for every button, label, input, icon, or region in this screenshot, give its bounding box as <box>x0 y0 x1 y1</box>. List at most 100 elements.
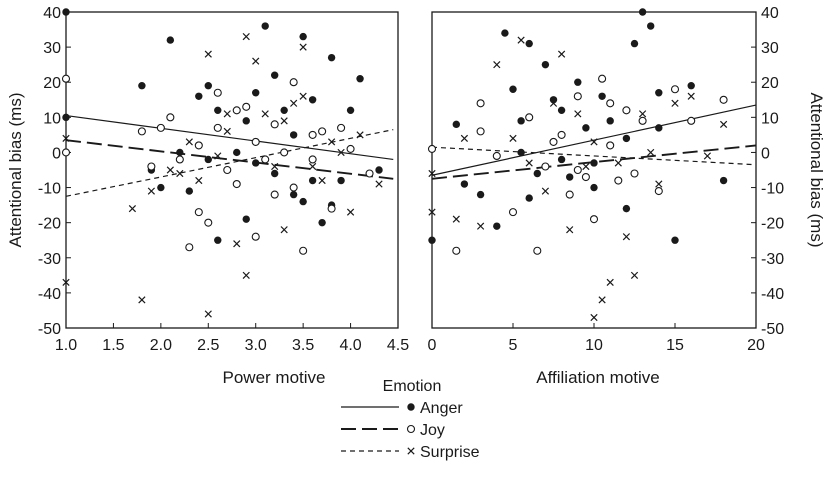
joy-point <box>242 102 251 111</box>
legend-title: Emotion <box>383 378 442 395</box>
surprise-point <box>582 162 590 171</box>
anger-point <box>270 71 279 79</box>
affiliation-fit-lines <box>431 104 757 180</box>
joy-point <box>525 113 534 122</box>
power-data-points <box>61 8 383 318</box>
surprise-point <box>719 120 728 128</box>
joy-point <box>508 208 518 217</box>
anger-point <box>598 92 606 100</box>
anger-point <box>62 113 70 122</box>
joy-point <box>565 190 574 199</box>
legend-item-joy: Joy <box>341 422 445 439</box>
anger-point <box>176 148 184 157</box>
surprise-point <box>233 240 241 248</box>
anger-fit-line <box>65 114 394 161</box>
surprise-point <box>356 131 364 139</box>
joy-point <box>476 127 485 136</box>
anger-point <box>509 85 517 93</box>
joy-point <box>270 120 279 129</box>
surprise-point <box>327 138 336 146</box>
joy-fit-line <box>431 144 757 180</box>
joy-point <box>589 215 599 224</box>
anger-point <box>252 159 260 167</box>
anger-point <box>375 166 383 174</box>
surprise-point <box>299 92 307 100</box>
joy-point <box>289 78 298 87</box>
surprise-point <box>147 187 155 195</box>
joy-point <box>346 144 355 153</box>
anger-point <box>289 131 298 139</box>
joy-point <box>137 127 146 136</box>
anger-point <box>280 106 288 115</box>
surprise-fit-line <box>65 129 394 197</box>
x-tick-label: 2.5 <box>197 337 219 354</box>
anger-point <box>252 89 260 97</box>
joy-point <box>606 141 615 150</box>
anger-point <box>195 92 203 100</box>
joy-point <box>213 88 222 97</box>
anger-point <box>517 117 525 125</box>
y-tick-label: 10 <box>761 110 779 127</box>
y-tick-label: -10 <box>38 181 61 198</box>
anger-point <box>687 82 695 90</box>
joy-point <box>533 246 542 255</box>
joy-point <box>687 116 696 125</box>
surprise-point <box>138 296 146 304</box>
surprise-point <box>185 138 193 146</box>
surprise-fit-line <box>431 146 757 166</box>
joy-point <box>541 162 550 171</box>
anger-point <box>525 39 533 48</box>
anger-point <box>493 222 501 230</box>
surprise-point <box>223 127 231 136</box>
anger-point <box>452 120 460 129</box>
joy-point <box>213 123 222 132</box>
surprise-point <box>290 99 298 107</box>
joy-point <box>452 246 461 255</box>
legend-marker <box>406 424 416 434</box>
anger-point <box>460 180 469 188</box>
anger-point <box>582 124 590 132</box>
joy-point <box>61 148 71 157</box>
surprise-point <box>62 134 70 143</box>
surprise-point <box>176 169 184 178</box>
surprise-point <box>541 187 550 195</box>
joy-point <box>614 176 623 185</box>
y-tick-label: 0 <box>761 145 770 162</box>
x-tick-label: 5 <box>509 337 518 354</box>
power-panel-frame <box>65 11 399 329</box>
y-tick-label: -50 <box>38 321 61 338</box>
legend: Emotion Anger Joy Surprise <box>341 378 480 461</box>
surprise-point <box>428 169 436 178</box>
y-tick-label: 10 <box>43 110 61 127</box>
x-tick-label: 4.5 <box>387 337 409 354</box>
surprise-point <box>606 278 614 286</box>
surprise-point <box>242 32 250 41</box>
surprise-point <box>493 61 501 69</box>
joy-point <box>327 204 336 213</box>
y-tick-label: 30 <box>761 40 779 57</box>
joy-point <box>549 137 558 146</box>
joy-point <box>156 123 165 132</box>
affiliation-data-points <box>427 8 728 322</box>
joy-point <box>573 165 582 175</box>
surprise-point <box>128 204 137 213</box>
surprise-point <box>647 148 655 157</box>
joy-point <box>638 116 647 125</box>
surprise-point <box>346 208 355 216</box>
anger-point <box>62 8 70 16</box>
affiliation-y-axis-title: Attentional bias (ms) <box>807 93 826 248</box>
x-tick-label: 10 <box>585 337 603 354</box>
surprise-point <box>271 162 279 171</box>
anger-point <box>533 169 541 178</box>
anger-point <box>590 159 598 167</box>
joy-point <box>204 218 213 227</box>
joy-point <box>365 169 374 178</box>
joy-point <box>289 183 298 192</box>
legend-items: Anger Joy Surprise <box>341 400 480 461</box>
y-tick-label: 20 <box>43 75 61 92</box>
legend-label: Joy <box>420 422 445 439</box>
anger-point <box>242 117 250 125</box>
anger-point <box>270 169 279 178</box>
power-y-axis: 40 30 20 10 0 -10 -20 -30 -40 -50 <box>38 5 71 338</box>
